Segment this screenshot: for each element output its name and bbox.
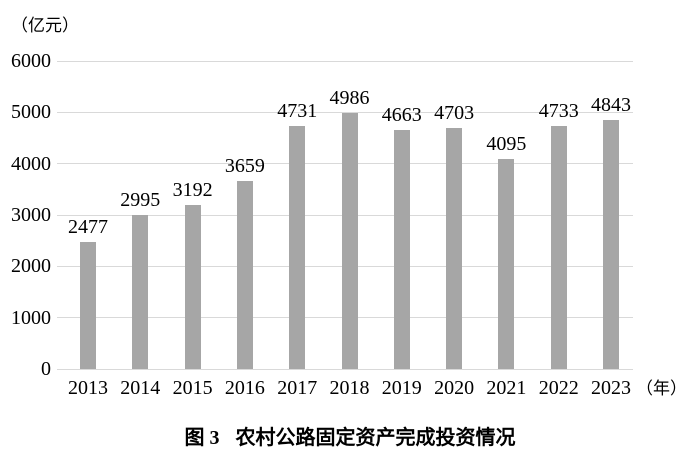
x-tick-label: 2018 [329,377,370,399]
bar-value-label: 4703 [434,101,475,124]
x-tick-label: 2022 [538,377,579,399]
bar-value-label: 2477 [68,215,108,238]
gridline [57,111,633,113]
y-axis-unit-label: （亿元） [11,16,79,35]
gridline [57,60,633,62]
y-tick-label: 2000 [11,255,51,278]
x-tick-label: 2023 [591,377,631,399]
bar [393,129,410,369]
bar [550,126,567,369]
x-tick-label: 2019 [381,377,422,399]
x-tick-label: 2016 [224,377,265,399]
bar [236,181,253,369]
bar [603,120,619,369]
bar-value-label: 4095 [486,132,527,155]
bar-value-label: 4986 [329,87,370,110]
figure-caption-number: 图 3 [184,427,220,449]
bar [184,205,201,369]
x-tick-label: 2015 [172,377,213,399]
y-tick-label: 5000 [11,101,51,124]
bar-value-label: 4731 [277,100,318,123]
bar [341,113,358,369]
bar-value-label: 3192 [172,179,213,202]
bar-value-label: 4843 [591,94,631,117]
bar-value-label: 4663 [381,103,422,126]
bar-value-label: 3659 [224,155,265,178]
bar [80,241,96,369]
figure-caption-title: 农村公路固定资产完成投资情况 [235,427,516,449]
x-tick-label: 2021 [486,377,527,399]
bar-value-label: 2995 [120,189,161,212]
bar-value-label: 4733 [538,100,579,123]
x-tick-label: 2020 [434,377,475,399]
y-tick-label: 0 [41,358,51,380]
x-tick-label: 2014 [120,377,161,399]
figure-caption: 图 3 农村公路固定资产完成投资情况 [0,426,700,450]
bar [132,215,149,369]
bar [498,158,515,369]
x-tick-label: 2017 [277,377,318,399]
gridline [57,368,633,370]
y-tick-label: 6000 [11,50,51,72]
y-tick-label: 3000 [11,204,51,226]
x-tick-label: 2013 [68,377,108,399]
y-tick-label: 1000 [11,306,51,329]
x-axis-unit-label: （年） [636,379,687,398]
bar [289,126,306,369]
y-tick-label: 4000 [11,152,51,175]
bar [446,127,463,369]
